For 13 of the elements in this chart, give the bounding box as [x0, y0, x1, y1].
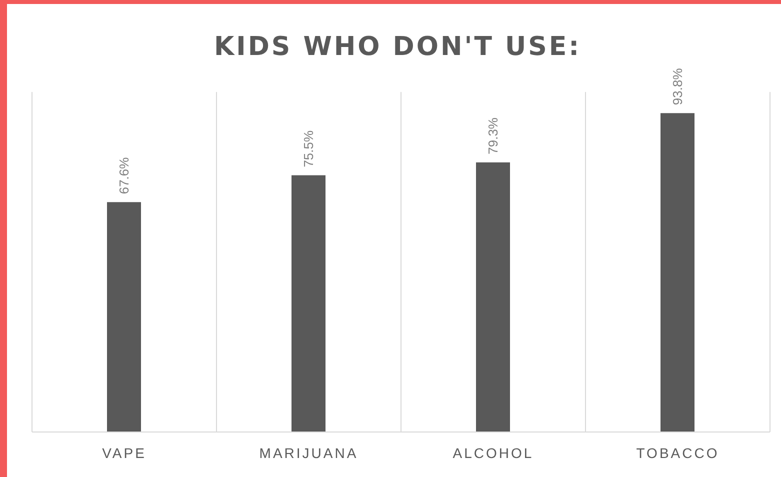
bar — [476, 162, 510, 432]
bar — [660, 113, 694, 432]
chart-title: KIDS WHO DON'T USE: — [213, 32, 582, 62]
bar — [292, 175, 326, 432]
data-label: 75.5% — [301, 130, 316, 168]
x-tick-label: VAPE — [102, 444, 146, 461]
data-label: 79.3% — [486, 117, 500, 154]
x-tick-label: ALCOHOL — [452, 444, 534, 461]
data-label: 93.8% — [670, 68, 685, 106]
x-tick-label: MARIJUANA — [259, 444, 358, 461]
x-tick-label: TOBACCO — [636, 444, 720, 461]
bar — [107, 202, 141, 432]
data-label: 67.6% — [116, 156, 132, 194]
